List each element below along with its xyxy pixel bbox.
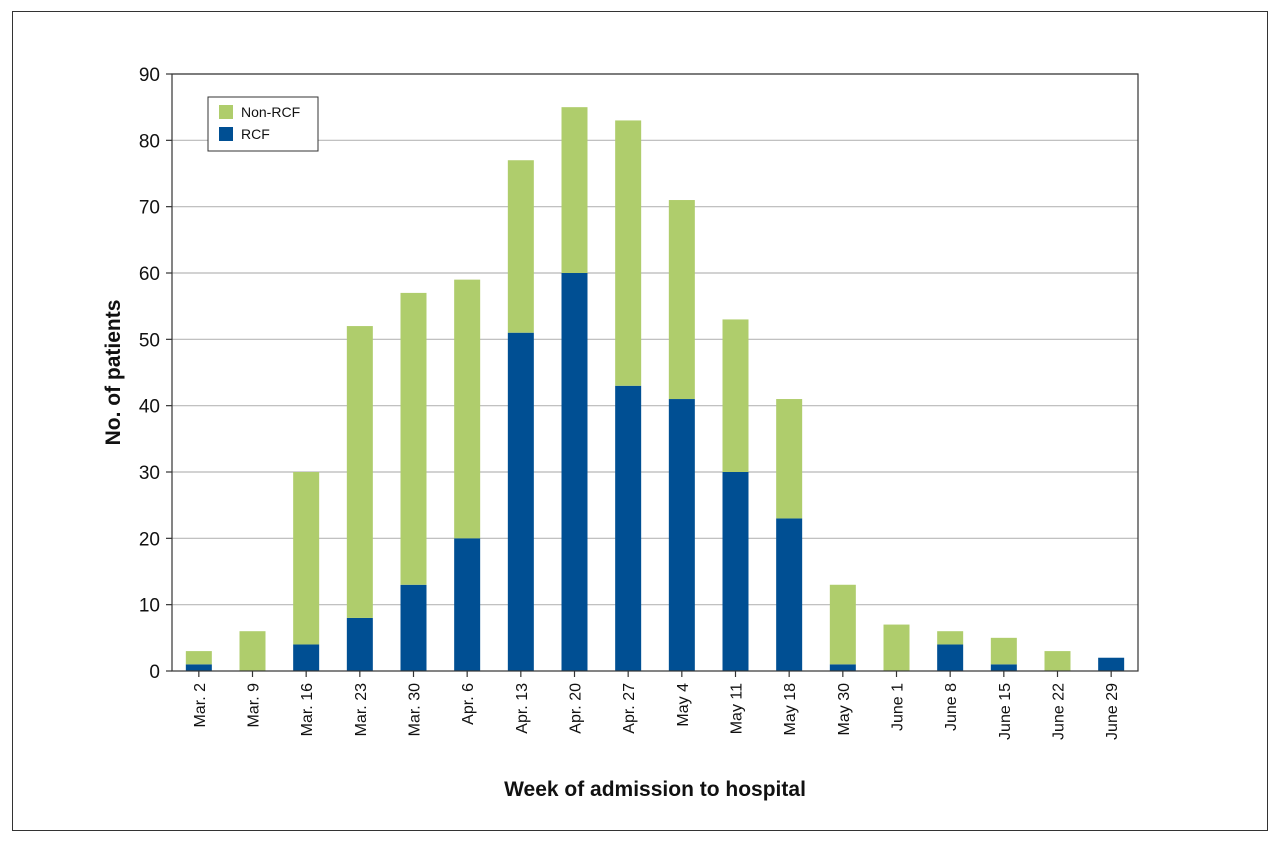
legend: Non-RCF RCF	[207, 96, 319, 152]
x-tick-label: May 4	[675, 683, 692, 727]
legend-label-non-rcf: Non-RCF	[241, 104, 300, 120]
bar-rcf	[400, 584, 427, 671]
y-tick-label: 90	[139, 65, 160, 86]
x-tick-label: Apr. 27	[621, 683, 638, 734]
y-tick-label: 0	[149, 662, 160, 683]
x-tick-label: Mar. 30	[407, 683, 424, 736]
bar-non-rcf	[346, 326, 373, 618]
x-tick-label: Apr. 20	[568, 683, 585, 734]
y-axis-title: No. of patients	[102, 300, 125, 446]
bar-non-rcf	[776, 399, 803, 519]
bars	[185, 107, 1125, 671]
bar-non-rcf	[400, 292, 427, 585]
legend-label-rcf: RCF	[241, 126, 270, 142]
x-tick-label: Mar. 2	[192, 683, 209, 728]
bar-non-rcf	[990, 637, 1017, 665]
x-tick-label: June 1	[890, 683, 907, 731]
x-tick-label: June 22	[1051, 683, 1068, 740]
x-axis-title: Week of admission to hospital	[504, 778, 806, 801]
bar-non-rcf	[829, 584, 856, 665]
bar-non-rcf	[1044, 651, 1071, 671]
bar-non-rcf	[507, 160, 534, 333]
y-tick-label: 70	[139, 198, 160, 219]
bar-rcf	[346, 617, 373, 671]
y-tick-label: 20	[139, 529, 160, 550]
x-axis-ticks: Mar. 2 Mar. 9 Mar. 16 Mar. 23 Mar. 30 Apr. 6 A…	[192, 671, 1121, 740]
bar-non-rcf	[615, 120, 642, 386]
bar-rcf	[668, 399, 695, 671]
bar-rcf	[561, 273, 588, 671]
bar-rcf	[185, 664, 212, 671]
bar-non-rcf	[937, 631, 964, 645]
y-tick-label: 40	[139, 397, 160, 418]
x-tick-label: June 8	[943, 683, 960, 731]
x-tick-label: June 29	[1104, 683, 1121, 740]
bar-rcf	[615, 385, 642, 671]
bar-non-rcf	[239, 631, 266, 671]
bar-non-rcf	[185, 651, 212, 665]
y-axis-ticks: 0 10 20 30 40 50 60 70 80 90	[139, 65, 172, 683]
y-tick-label: 60	[139, 264, 160, 285]
plot-area-border	[171, 73, 1139, 672]
bar-rcf	[293, 644, 320, 671]
x-tick-label: May 11	[729, 683, 746, 734]
x-tick-label: Mar. 23	[353, 683, 370, 736]
x-tick-label: Mar. 16	[299, 683, 316, 736]
bar-non-rcf	[883, 624, 910, 671]
y-tick-label: 80	[139, 131, 160, 152]
x-tick-label: Apr. 13	[514, 683, 531, 734]
bar-non-rcf	[668, 200, 695, 400]
bar-non-rcf	[561, 107, 588, 274]
bar-non-rcf	[454, 279, 481, 539]
x-tick-label: May 30	[836, 683, 853, 736]
bar-rcf	[454, 538, 481, 671]
bar-rcf	[937, 644, 964, 671]
bar-non-rcf	[722, 319, 749, 472]
bar-rcf	[776, 518, 803, 671]
legend-swatch-rcf	[219, 127, 233, 141]
x-tick-label: June 15	[997, 683, 1014, 740]
bar-rcf	[722, 472, 749, 671]
y-tick-label: 30	[139, 463, 160, 484]
x-tick-label: Mar. 9	[246, 683, 263, 728]
bar-rcf	[990, 664, 1017, 671]
bar-rcf	[829, 664, 856, 671]
bar-rcf	[1098, 657, 1125, 671]
x-tick-label: May 18	[782, 683, 799, 736]
legend-swatch-non-rcf	[219, 105, 233, 119]
bar-rcf	[507, 332, 534, 671]
y-tick-label: 10	[139, 596, 160, 617]
y-tick-label: 50	[139, 330, 160, 351]
x-tick-label: Apr. 6	[460, 683, 477, 725]
bar-non-rcf	[293, 472, 320, 645]
